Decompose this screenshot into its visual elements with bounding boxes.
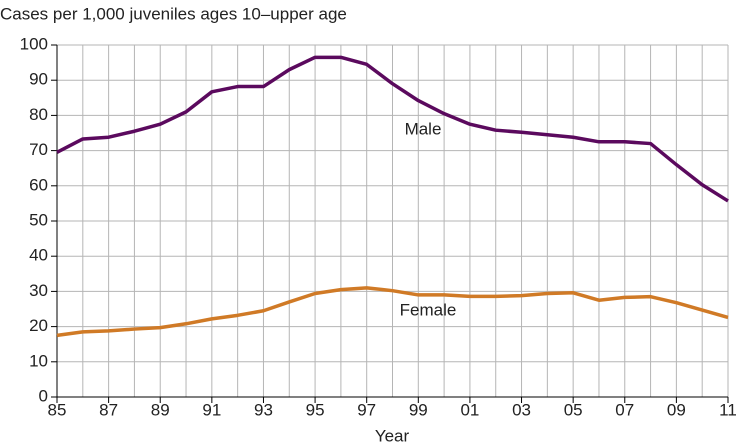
x-tick-label: 05	[564, 400, 583, 419]
x-tick-label: 95	[306, 400, 325, 419]
y-tick-label: 60	[29, 175, 48, 194]
chart-title: Cases per 1,000 juveniles ages 10–upper …	[0, 4, 347, 23]
x-tick-label: 07	[615, 400, 634, 419]
y-tick-label: 0	[39, 386, 48, 405]
x-tick-label: 85	[48, 400, 67, 419]
series-label: Male	[405, 119, 442, 138]
y-tick-label: 100	[20, 34, 48, 53]
x-tick-label: 01	[460, 400, 479, 419]
x-tick-label: 09	[667, 400, 686, 419]
y-tick-label: 50	[29, 210, 48, 229]
x-tick-label: 99	[409, 400, 428, 419]
x-tick-label: 97	[357, 400, 376, 419]
y-tick-label: 70	[29, 140, 48, 159]
y-tick-label: 30	[29, 281, 48, 300]
series-label: Female	[400, 300, 457, 319]
x-tick-label: 87	[99, 400, 118, 419]
x-tick-label: 03	[512, 400, 531, 419]
y-tick-label: 80	[29, 105, 48, 124]
x-tick-label: 11	[719, 400, 737, 419]
x-tick-label: 91	[202, 400, 221, 419]
line-series	[56, 55, 729, 203]
line-series	[56, 286, 729, 338]
y-tick-label: 40	[29, 246, 48, 265]
x-tick-label: 93	[254, 400, 273, 419]
y-tick-label: 10	[29, 351, 48, 370]
y-tick-label: 20	[29, 316, 48, 335]
x-axis-label: Year	[375, 426, 410, 445]
y-tick-label: 90	[29, 70, 48, 89]
x-tick-label: 89	[151, 400, 170, 419]
